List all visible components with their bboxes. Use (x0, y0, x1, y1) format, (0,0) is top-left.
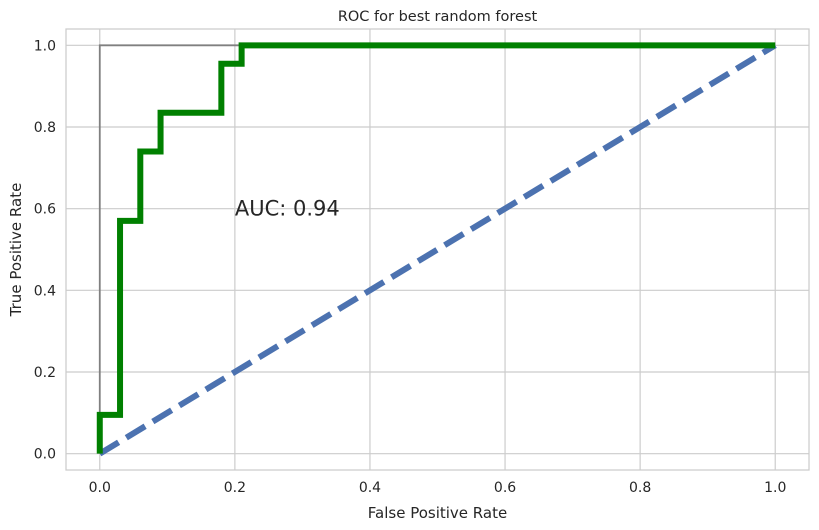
y-tick-label: 1.0 (34, 38, 56, 54)
y-tick-label: 0.2 (34, 365, 56, 381)
y-axis-label: True Positive Rate (7, 183, 25, 318)
y-tick-label: 0.0 (34, 447, 56, 463)
x-axis-label: False Positive Rate (368, 504, 507, 522)
x-tick-label: 0.8 (629, 480, 651, 496)
x-tick-label: 0.0 (89, 480, 111, 496)
series-group (96, 42, 777, 457)
x-tick-label: 0.4 (359, 480, 381, 496)
roc-curve-line (96, 42, 776, 454)
y-tick-label: 0.6 (34, 202, 56, 218)
y-tick-label: 0.4 (34, 283, 56, 299)
chart-title: ROC for best random forest (338, 9, 538, 25)
auc-annotation: AUC: 0.94 (235, 197, 340, 221)
x-tick-label: 0.2 (224, 480, 246, 496)
y-tick-label: 0.8 (34, 120, 56, 136)
chance-diagonal-line (98, 42, 777, 457)
x-tick-label: 1.0 (764, 480, 786, 496)
plot-frame (65, 28, 810, 471)
x-tick-label: 0.6 (494, 480, 516, 496)
tick-labels: 0.0 0.2 0.4 0.6 0.8 1.0 0.0 0.2 0.4 0.6 0.8 1.0 (34, 38, 787, 496)
